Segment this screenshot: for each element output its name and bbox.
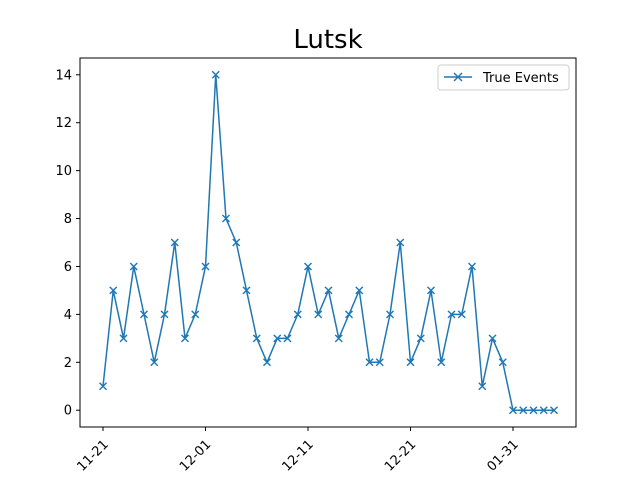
data-point	[539, 406, 548, 415]
data-point	[375, 358, 384, 367]
data-point	[119, 334, 128, 343]
data-point	[345, 310, 353, 319]
plot-area	[99, 70, 558, 415]
data-point	[150, 358, 159, 367]
y-tick-label: 14	[55, 68, 72, 83]
data-point	[386, 310, 394, 319]
x-tick-label: 12-21	[382, 437, 419, 474]
data-point	[468, 262, 476, 271]
data-point	[140, 310, 148, 319]
data-point	[99, 382, 107, 391]
data-point	[170, 238, 179, 247]
data-point	[396, 238, 405, 247]
data-point	[263, 358, 271, 367]
data-point	[529, 406, 538, 415]
data-point	[406, 358, 415, 367]
data-point	[201, 262, 210, 271]
data-point	[365, 358, 374, 367]
data-point	[222, 214, 230, 223]
x-tick-label: 12-11	[280, 437, 317, 474]
legend: True Events	[437, 64, 570, 91]
data-point	[283, 334, 292, 343]
y-tick-label: 8	[64, 212, 72, 227]
y-tick-label: 12	[55, 116, 72, 131]
data-point	[160, 310, 169, 319]
legend-box	[437, 64, 570, 91]
data-point	[181, 334, 189, 343]
x-tick-label: 12-01	[177, 437, 214, 474]
data-point	[478, 382, 487, 391]
data-point	[324, 286, 333, 295]
data-point	[550, 406, 558, 415]
x-tick-label: 01-31	[485, 437, 522, 474]
data-point	[242, 286, 251, 295]
data-point	[314, 310, 323, 319]
data-point	[416, 334, 425, 343]
data-point	[457, 310, 466, 319]
data-point	[252, 334, 261, 343]
y-tick-label: 2	[64, 356, 72, 371]
y-tick-label: 0	[64, 404, 72, 419]
y-tick-label: 6	[64, 260, 72, 275]
chart-title: Lutsk	[293, 25, 362, 55]
data-point	[191, 310, 200, 319]
data-point	[498, 358, 507, 367]
data-point	[519, 406, 528, 415]
legend-marker-icon	[453, 72, 463, 82]
data-point	[437, 358, 446, 367]
data-point	[211, 70, 220, 79]
data-point	[509, 406, 517, 415]
axes: 0 2 4 6 8 10 12 14 11-21 12-01 12-11 12-21 01-31	[55, 68, 521, 474]
data-point	[109, 286, 118, 295]
y-tick-label: 4	[64, 308, 72, 323]
data-point	[355, 286, 364, 295]
x-tick-label: 11-21	[75, 437, 112, 474]
data-point	[427, 286, 435, 295]
data-point	[334, 334, 343, 343]
data-point	[488, 334, 497, 343]
y-tick-label: 10	[55, 164, 72, 179]
plot-frame	[79, 57, 577, 428]
data-point	[129, 262, 138, 271]
data-point	[447, 310, 456, 319]
data-point	[293, 310, 302, 319]
legend-label-true-events: True Events	[482, 71, 559, 86]
data-point	[273, 334, 282, 343]
series-line-true-events	[102, 74, 554, 411]
data-point	[304, 262, 312, 271]
data-point	[232, 238, 241, 247]
